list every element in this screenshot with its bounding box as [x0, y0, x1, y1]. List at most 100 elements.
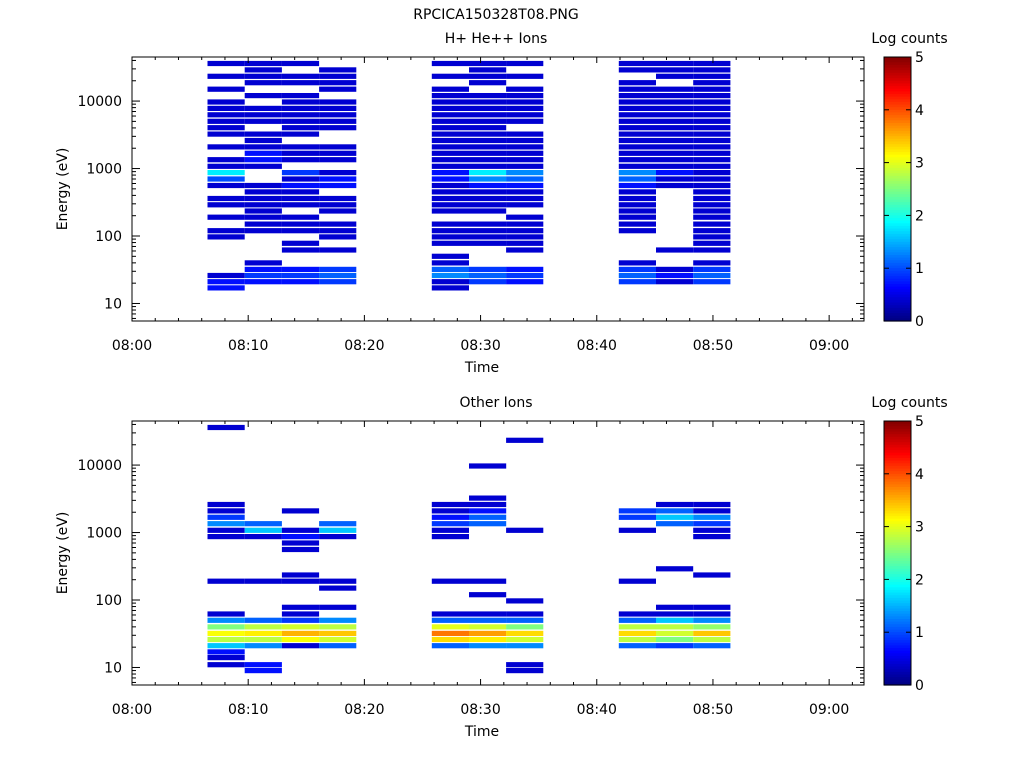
colorbar-label: Log counts	[871, 395, 947, 411]
heatmap-cell	[469, 617, 507, 623]
y-tick-label: 10	[104, 660, 122, 676]
colorbar-segment	[884, 574, 911, 578]
heatmap-cell	[244, 202, 282, 208]
heatmap-cell	[319, 86, 357, 92]
heatmap-cell	[244, 279, 282, 285]
heatmap-cell	[693, 572, 731, 578]
colorbar-segment	[884, 249, 911, 253]
colorbar-segment	[884, 78, 911, 82]
colorbar-segment	[884, 431, 911, 435]
colorbar-segment	[884, 212, 911, 216]
colorbar-segment	[884, 262, 911, 267]
heatmap-cell	[469, 60, 507, 67]
heatmap-cell	[281, 105, 320, 111]
heatmap-cell	[618, 202, 656, 208]
heatmap-cell	[506, 182, 544, 189]
heatmap-cell	[207, 424, 245, 431]
colorbar-segment	[884, 653, 911, 657]
heatmap-cell	[207, 228, 245, 234]
heatmap-cell	[319, 208, 357, 214]
heatmap-cell	[319, 67, 357, 73]
heatmap-cell	[693, 501, 731, 508]
heatmap-cell	[469, 240, 507, 246]
heatmap-cell	[693, 93, 731, 99]
heatmap-cell	[506, 118, 544, 124]
heatmap-cell	[244, 668, 282, 674]
page-title: RPCICA150328T08.PNG	[413, 7, 578, 23]
heatmap-cell	[469, 228, 507, 234]
heatmap-cell	[618, 508, 656, 514]
x-tick-label: 08:20	[344, 338, 384, 354]
heatmap-cells	[207, 424, 731, 674]
heatmap-cell	[506, 170, 544, 176]
heatmap-cell	[656, 617, 694, 623]
heatmap-cell	[244, 266, 282, 272]
colorbar-segment	[884, 88, 911, 92]
heatmap-cell	[319, 80, 357, 86]
heatmap-cell	[693, 80, 731, 86]
colorbar-segment	[884, 315, 911, 319]
heatmap-cell	[618, 272, 656, 279]
heatmap-cell	[506, 131, 544, 137]
colorbar-segment	[884, 83, 911, 87]
colorbar-segment	[884, 291, 911, 296]
heatmap-cell	[506, 112, 544, 118]
heatmap-cell	[618, 86, 656, 92]
heatmap-cell	[469, 176, 507, 182]
y-tick-label: 10	[104, 296, 122, 312]
heatmap-cell	[618, 80, 656, 86]
heatmap-cell	[506, 93, 544, 99]
y-tick-label: 100	[95, 229, 122, 245]
colorbar-segment	[884, 650, 911, 654]
heatmap-cell	[506, 279, 544, 285]
panel-1: H+ He++ Ions 08:00 08:10 08:20 08:30 08:40 08:…	[55, 31, 948, 376]
colorbar-segment	[884, 247, 911, 251]
heatmap-cell	[469, 202, 507, 208]
heatmap-cell	[244, 521, 282, 527]
heatmap-cell	[693, 170, 731, 176]
heatmap-cell	[506, 221, 544, 227]
colorbar-segment	[884, 162, 911, 166]
colorbar-tick-label: 0	[915, 314, 924, 330]
heatmap-cell	[281, 99, 320, 105]
x-tick-label: 09:00	[809, 702, 849, 718]
colorbar-segment	[884, 210, 911, 214]
heatmap-cell	[469, 508, 507, 514]
heatmap-cell	[618, 150, 656, 156]
colorbar-segment	[884, 494, 911, 499]
heatmap-cell	[207, 170, 245, 176]
heatmap-cell	[207, 501, 245, 508]
heatmap-cell	[469, 157, 507, 163]
x-tick-label: 08:50	[693, 338, 733, 354]
heatmap-cell	[693, 67, 731, 73]
colorbar-label: Log counts	[871, 31, 947, 47]
colorbar-segment	[884, 534, 911, 538]
colorbar-segment	[884, 70, 911, 74]
colorbar-segment	[884, 167, 911, 172]
heatmap-cell	[207, 163, 245, 169]
heatmap-cell	[244, 157, 282, 163]
heatmap-cell	[693, 221, 731, 227]
colorbar-segment	[884, 421, 911, 425]
colorbar-segment	[884, 305, 911, 309]
heatmap-cell	[319, 182, 357, 189]
colorbar-segment	[884, 178, 911, 182]
colorbar-segment	[884, 93, 911, 98]
colorbar-segment	[884, 587, 911, 591]
heatmap-cell	[431, 60, 469, 67]
colorbar-segment	[884, 194, 911, 198]
colorbar-segment	[884, 294, 911, 298]
heatmap-cell	[431, 195, 469, 202]
heatmap-cell	[618, 144, 656, 150]
heatmap-cell	[431, 279, 469, 285]
heatmap-cell	[431, 125, 469, 131]
heatmap-cell	[207, 527, 245, 533]
heatmap-cell	[506, 668, 544, 674]
heatmap-cell	[244, 60, 282, 67]
colorbar-tick-label: 4	[915, 103, 924, 119]
heatmap-cell	[618, 189, 656, 195]
colorbar-segment	[884, 117, 911, 121]
colorbar-segment	[884, 589, 911, 594]
colorbar-segment	[884, 165, 911, 169]
x-axis-label: Time	[464, 360, 499, 376]
